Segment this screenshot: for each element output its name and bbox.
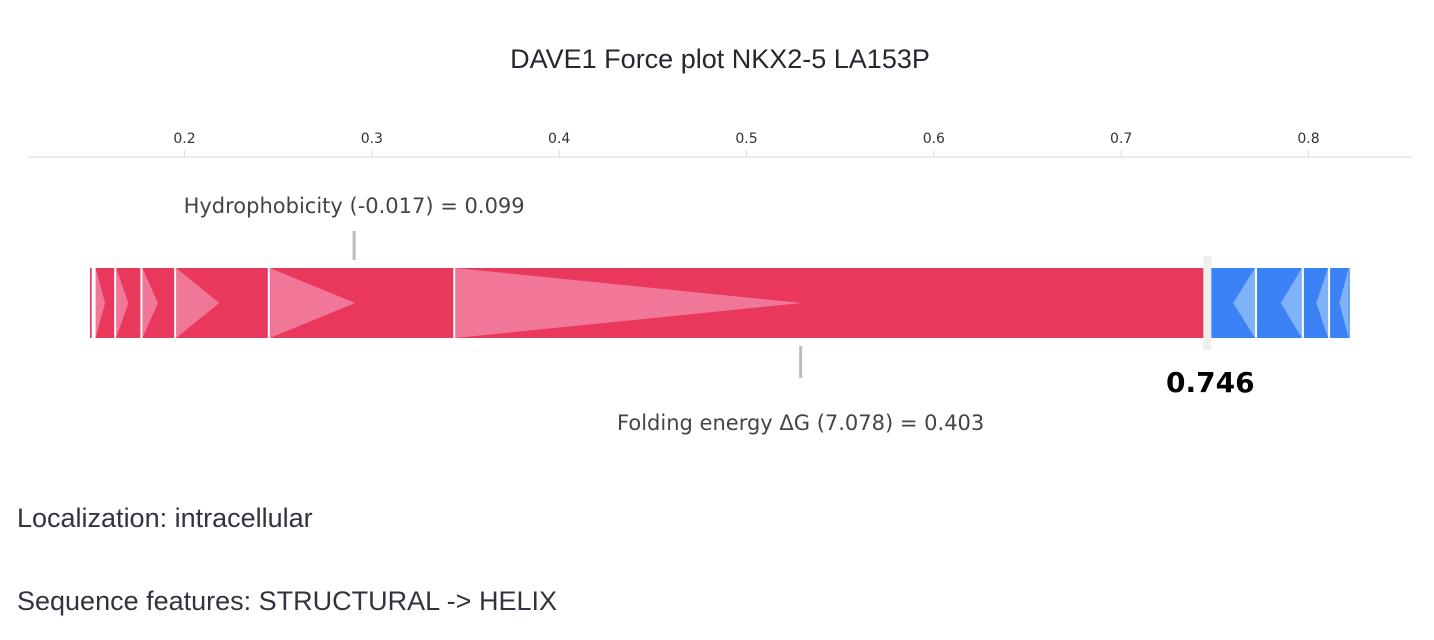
force-segments (87, 256, 1350, 350)
negative-segment-arrow (1280, 268, 1302, 338)
sequence-features-text: Sequence features: STRUCTURAL -> HELIX (17, 586, 557, 616)
x-tick-label: 0.8 (1297, 131, 1319, 147)
negative-segment-arrow (1339, 268, 1349, 338)
negative-segment-arrow (1316, 268, 1329, 338)
x-tick-label: 0.6 (923, 131, 945, 147)
output-value-label: 0.746 (1166, 366, 1255, 399)
negative-segment-arrow (1233, 268, 1256, 338)
positive-segment-arrow (116, 268, 129, 338)
x-tick-label: 0.4 (548, 131, 570, 147)
positive-segment-arrow (142, 268, 158, 338)
feature-annotation-label: Hydrophobicity (-0.017) = 0.099 (184, 194, 525, 218)
x-tick-label: 0.3 (361, 131, 383, 147)
x-tick-label: 0.2 (173, 131, 195, 147)
feature-annotation-label: Folding energy ΔG (7.078) = 0.403 (617, 411, 984, 435)
positive-segment-arrow (95, 268, 106, 338)
x-tick-label: 0.7 (1110, 131, 1132, 147)
x-axis-ticks: 0.2 0.3 0.4 0.5 0.6 0.7 0.8 (173, 131, 1320, 157)
feature-annotations: Hydrophobicity (-0.017) = 0.099 Folding e… (184, 194, 985, 435)
output-value-marker (1203, 256, 1212, 350)
chart-title: DAVE1 Force plot NKX2-5 LA153P (510, 44, 930, 74)
positive-segment-arrow (176, 268, 220, 338)
positive-segment-arrow (455, 268, 802, 338)
localization-text: Localization: intracellular (17, 503, 313, 533)
positive-force-segment (88, 268, 93, 338)
force-plot: 0.2 0.3 0.4 0.5 0.6 0.7 0.8 Hydrophobicity (-0… (28, 131, 1412, 435)
positive-segment-arrow (269, 268, 356, 338)
x-tick-label: 0.5 (735, 131, 757, 147)
